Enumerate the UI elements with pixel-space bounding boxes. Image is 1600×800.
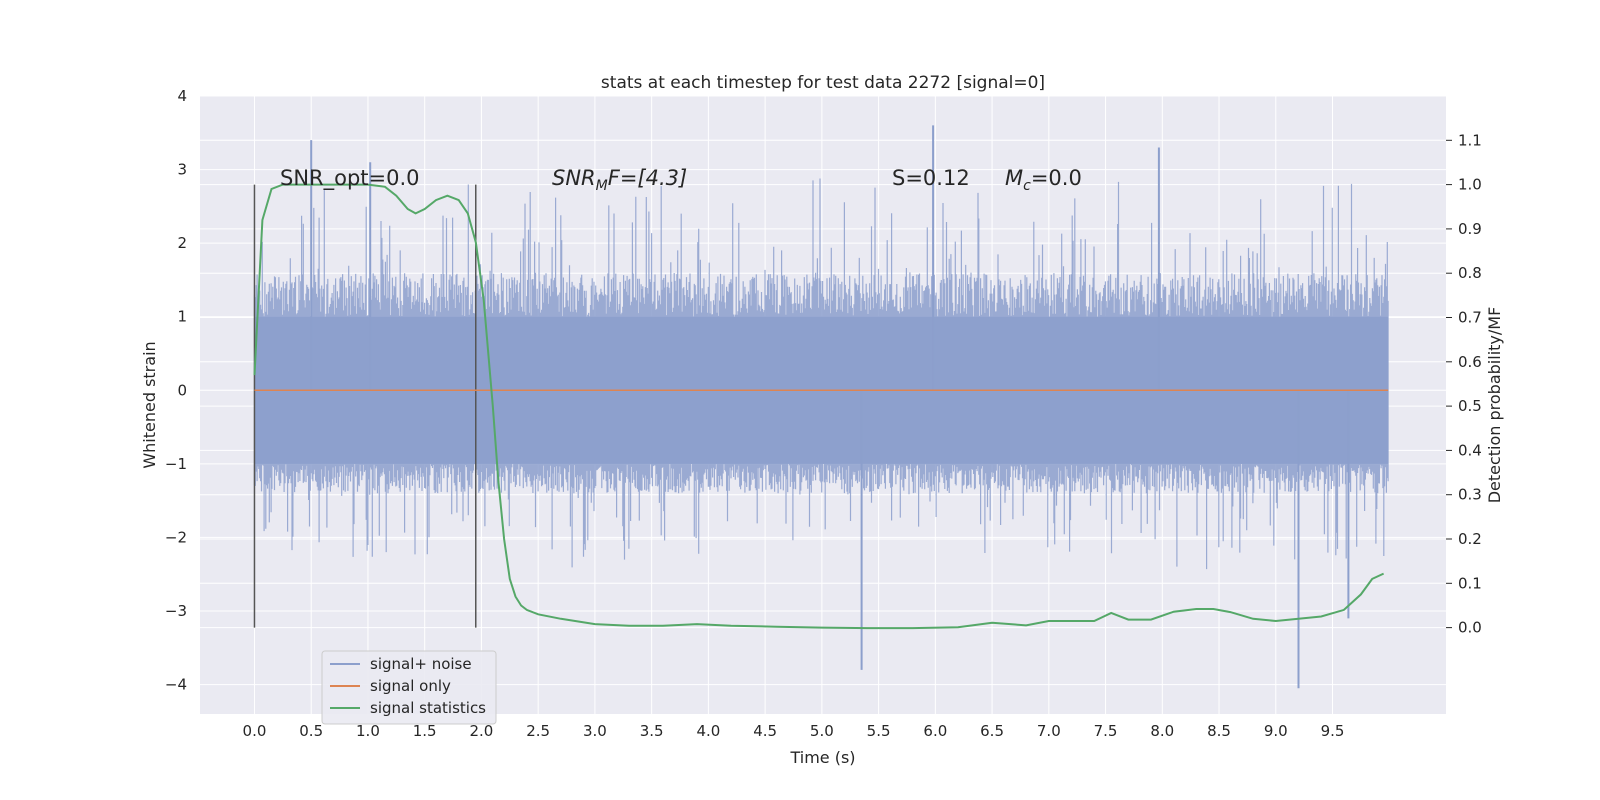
line-series — [253, 183, 1389, 630]
mc-sub: c — [1023, 178, 1031, 194]
legend-box — [321, 650, 497, 725]
x-tick-label: 8.0 — [1150, 722, 1174, 740]
snr-opt-annotation: SNR_opt=0.0 — [280, 166, 420, 191]
mc-rest: =0.0 — [1031, 166, 1082, 190]
y2-tick-label: 0.1 — [1458, 574, 1482, 592]
x-tick-label: 6.0 — [923, 722, 947, 740]
legend: signal+ noise signal only signal statist… — [321, 650, 497, 725]
x-tick-label: 6.5 — [980, 722, 1004, 740]
y-axis-label: Whitened strain — [140, 341, 159, 468]
y-tick-label: 2 — [177, 234, 187, 252]
signal-noise-extremes — [310, 125, 1350, 689]
y-tick-label: −1 — [165, 455, 187, 473]
vertical-markers — [253, 184, 477, 628]
y2-tick-label: 0.2 — [1458, 530, 1482, 548]
x-tick-label: 9.0 — [1264, 722, 1288, 740]
snr-mf-sub: M — [596, 178, 608, 194]
y-tick-label: −3 — [165, 602, 187, 620]
x-tick-label: 7.0 — [1037, 722, 1061, 740]
y2-tick-label: 0.6 — [1458, 353, 1482, 371]
x-tick-label: 3.0 — [583, 722, 607, 740]
legend-label-signal-only: signal only — [370, 677, 451, 695]
y-tick-label: 4 — [177, 87, 187, 105]
y-tick-label: −2 — [165, 528, 187, 546]
y2-tick-label: 0.7 — [1458, 309, 1482, 327]
snr-mf-rest: F=[4.3] — [608, 166, 687, 190]
y-tick-labels: 4 3 2 1 0 −1 −2 −3 −4 — [165, 87, 187, 694]
x-tick-label: 5.0 — [810, 722, 834, 740]
y2-tick-label: 0.8 — [1458, 264, 1482, 282]
snr-mf-annotation: SNRMF=[4.3] — [552, 166, 687, 194]
chart-title: stats at each timestep for test data 227… — [601, 73, 1045, 93]
mc-main: M — [1005, 166, 1023, 190]
x-tick-label: 1.0 — [356, 722, 380, 740]
y-tick-label: 1 — [177, 308, 187, 326]
legend-label-signal-noise: signal+ noise — [370, 655, 472, 673]
y2-axis-label: Detection probability/MF — [1485, 307, 1504, 504]
signal-statistics-line — [253, 183, 1385, 630]
y2-tick-labels: 1.1 1.0 0.9 0.8 0.7 0.6 0.5 0.4 0.3 0.2 0.1 0.0 — [1446, 131, 1482, 637]
y-tick-label: 0 — [177, 381, 187, 399]
s-annotation: S=0.12 — [892, 166, 970, 190]
x-tick-label: 4.5 — [753, 722, 777, 740]
y2-tick-label: 0.0 — [1458, 619, 1482, 637]
x-tick-label: 4.0 — [696, 722, 720, 740]
x-axis-label: Time (s) — [789, 748, 855, 767]
x-tick-label: 2.5 — [526, 722, 550, 740]
mc-annotation: Mc=0.0 — [1005, 166, 1082, 194]
x-tick-label: 7.5 — [1094, 722, 1118, 740]
x-tick-label: 0.0 — [243, 722, 267, 740]
snr-mf-main: SNR — [552, 166, 596, 190]
x-tick-label: 3.5 — [640, 722, 664, 740]
x-tick-labels: 0.0 0.5 1.0 1.5 2.0 2.5 3.0 3.5 4.0 4.5 5.0 5.5 6.0 6… — [243, 722, 1345, 740]
x-tick-label: 1.5 — [413, 722, 437, 740]
y2-tick-label: 0.5 — [1458, 397, 1482, 415]
legend-label-signal-statistics: signal statistics — [370, 699, 486, 717]
x-tick-label: 5.5 — [867, 722, 891, 740]
y2-tick-label: 0.3 — [1458, 486, 1482, 504]
y-tick-label: −4 — [165, 676, 187, 694]
y2-tick-label: 1.1 — [1458, 131, 1482, 149]
x-tick-label: 2.0 — [469, 722, 493, 740]
x-tick-label: 9.5 — [1321, 722, 1345, 740]
y2-tick-label: 1.0 — [1458, 176, 1482, 194]
y2-tick-label: 0.4 — [1458, 441, 1482, 459]
y-tick-label: 3 — [177, 161, 187, 179]
y2-tick-label: 0.9 — [1458, 220, 1482, 238]
x-tick-label: 0.5 — [299, 722, 323, 740]
x-tick-label: 8.5 — [1207, 722, 1231, 740]
